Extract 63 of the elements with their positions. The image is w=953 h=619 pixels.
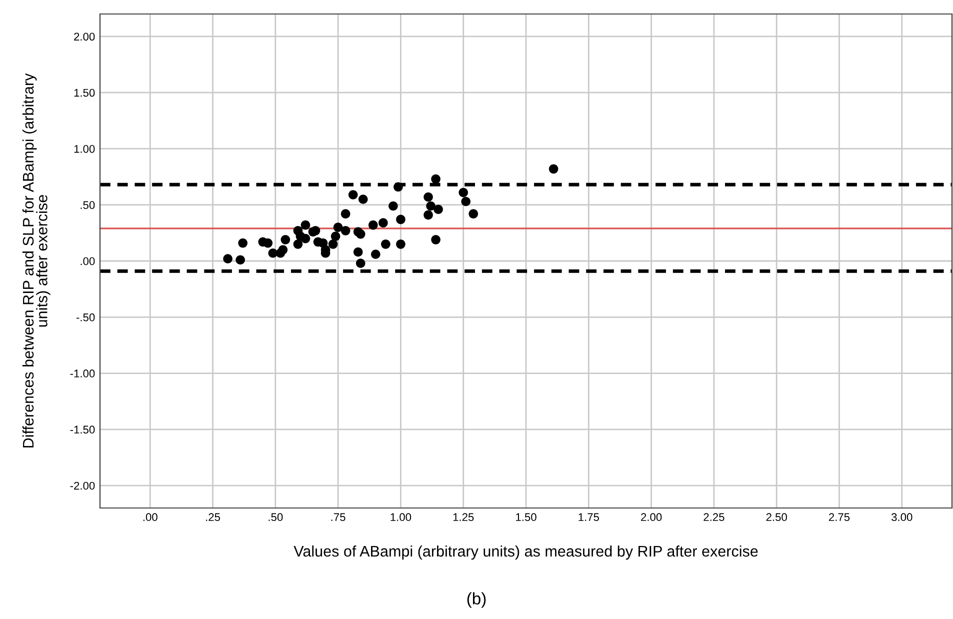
point — [378, 218, 388, 228]
point — [396, 214, 406, 224]
point — [330, 232, 340, 241]
point — [310, 226, 320, 236]
x-tick-label: .75 — [331, 513, 346, 522]
x-tick-label: .00 — [143, 513, 158, 522]
x-tick-label: 2.00 — [641, 513, 662, 522]
x-tick-label: 1.00 — [390, 513, 412, 522]
text: (b) — [467, 592, 486, 608]
x-tick-label: 1.75 — [578, 513, 599, 522]
point — [300, 220, 310, 230]
point — [300, 234, 310, 244]
point — [370, 250, 380, 259]
point — [368, 220, 378, 230]
point — [426, 201, 436, 211]
x-tick-label: 1.25 — [453, 513, 474, 522]
point — [223, 254, 232, 264]
x-tick-label: 2.75 — [828, 513, 850, 522]
x-tick-label: 3.00 — [891, 513, 912, 522]
point — [356, 229, 366, 239]
x-tick-label: 2.25 — [704, 513, 724, 522]
point — [458, 188, 468, 198]
point — [388, 201, 398, 211]
point — [461, 196, 471, 206]
point — [548, 164, 558, 174]
point — [381, 240, 390, 249]
point — [236, 255, 245, 265]
x-tick-label: 2.50 — [766, 513, 787, 522]
point — [358, 194, 368, 204]
point — [468, 209, 478, 219]
y-tick-label: 1.00 — [74, 144, 95, 153]
y-axis-title: Differences between RIP and SLP for ABampi (arbitrary units) after exercise — [22, 73, 50, 448]
point — [396, 240, 406, 249]
y-tick-label: .00 — [80, 257, 95, 266]
point — [280, 235, 290, 244]
y-tick-label: -1.50 — [70, 426, 95, 434]
point — [333, 222, 343, 232]
point — [340, 226, 350, 236]
point — [356, 258, 366, 268]
x-tick-label: 1.50 — [516, 513, 536, 522]
y-tick-label: -.50 — [76, 313, 95, 322]
point — [434, 204, 443, 214]
point — [424, 192, 433, 202]
x-axis-title: Values of ABampi (arbitrary units) as measured by RIP after exercise — [294, 545, 758, 560]
point — [278, 245, 288, 254]
point — [353, 247, 363, 257]
y-tick-label: 2.00 — [74, 32, 95, 41]
y-tick-label: -2.00 — [70, 482, 95, 490]
point — [431, 235, 440, 244]
point — [293, 240, 303, 249]
point — [340, 209, 350, 219]
x-tick-label: .25 — [206, 513, 220, 522]
point — [431, 174, 440, 184]
point — [238, 238, 248, 248]
y-tick-label: 1.50 — [74, 88, 95, 97]
point — [263, 238, 273, 248]
point — [424, 210, 433, 220]
x-tick-label: .50 — [268, 513, 283, 522]
y-tick-label: .50 — [80, 201, 95, 209]
y-tick-label: -1.00 — [70, 370, 95, 378]
point — [394, 182, 403, 192]
point — [348, 190, 358, 200]
point — [328, 240, 338, 249]
